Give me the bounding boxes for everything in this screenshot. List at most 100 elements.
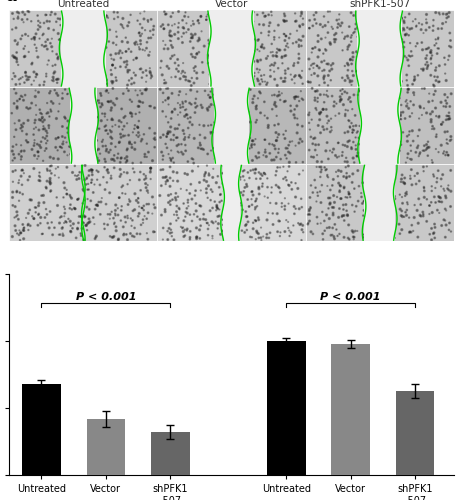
Point (367, 106, 375, 114)
Point (361, 197, 368, 205)
Point (264, 124, 272, 132)
Point (238, 43, 245, 51)
Point (389, 194, 396, 202)
Point (101, 122, 108, 130)
Point (16, 226, 23, 234)
Point (199, 58, 206, 66)
Point (159, 156, 167, 164)
Point (229, 176, 236, 184)
Point (126, 176, 134, 184)
Point (293, 38, 300, 46)
Point (175, 121, 183, 129)
Point (432, 112, 440, 120)
Point (113, 28, 120, 36)
Point (369, 72, 377, 80)
Point (45, 56, 52, 64)
Point (441, 90, 449, 98)
Point (247, 86, 254, 94)
Point (378, 226, 385, 234)
Point (41, 147, 49, 155)
Point (312, 184, 319, 192)
Point (342, 193, 349, 201)
Point (37, 116, 44, 124)
Point (19, 166, 27, 174)
Point (375, 91, 383, 99)
Point (307, 203, 314, 211)
Point (41, 134, 49, 142)
Point (176, 101, 184, 109)
Point (236, 136, 244, 144)
Point (168, 32, 175, 40)
Point (104, 98, 111, 106)
Point (290, 94, 298, 102)
Point (242, 142, 249, 150)
Point (429, 208, 436, 216)
Point (250, 166, 257, 174)
Point (215, 110, 223, 118)
Point (140, 206, 147, 214)
Point (143, 78, 150, 86)
Point (169, 108, 176, 116)
Bar (396, 391, 434, 475)
Point (41, 214, 49, 222)
Point (165, 100, 172, 108)
Point (294, 129, 301, 137)
Point (319, 122, 326, 130)
Point (262, 136, 269, 143)
Point (9, 142, 17, 150)
Point (316, 81, 323, 89)
Point (257, 109, 264, 117)
Point (117, 216, 125, 224)
Point (403, 212, 410, 220)
Point (265, 11, 272, 19)
Point (366, 10, 374, 18)
Point (324, 138, 331, 146)
Point (404, 56, 412, 64)
Point (299, 20, 307, 28)
Point (428, 52, 436, 60)
Point (171, 105, 179, 113)
Point (119, 21, 126, 29)
Point (162, 208, 169, 216)
Point (299, 122, 306, 130)
Point (314, 94, 321, 102)
Point (90, 44, 97, 52)
Point (328, 65, 336, 73)
Point (442, 221, 450, 229)
Point (32, 204, 40, 212)
Point (255, 234, 263, 242)
Point (317, 198, 325, 206)
Point (349, 48, 357, 56)
Point (331, 31, 338, 39)
Point (223, 176, 230, 184)
Point (289, 40, 297, 48)
Point (63, 62, 71, 70)
Point (354, 166, 362, 174)
Point (167, 54, 174, 62)
Point (215, 220, 222, 228)
Point (282, 97, 289, 105)
Point (243, 182, 250, 190)
Point (369, 100, 376, 108)
Point (9, 75, 16, 83)
Point (251, 198, 259, 205)
Point (147, 74, 155, 82)
Point (338, 74, 346, 82)
Point (264, 209, 272, 217)
Point (295, 54, 303, 62)
Point (306, 210, 313, 218)
Point (212, 218, 219, 226)
Point (281, 18, 288, 25)
Point (121, 213, 129, 221)
Point (61, 56, 69, 64)
Point (113, 76, 120, 84)
Point (123, 120, 131, 128)
Point (395, 43, 403, 51)
Point (63, 190, 71, 198)
Point (99, 60, 106, 68)
Point (165, 21, 172, 29)
Point (225, 38, 232, 46)
Point (249, 98, 257, 106)
Point (282, 216, 290, 224)
Point (107, 106, 115, 114)
